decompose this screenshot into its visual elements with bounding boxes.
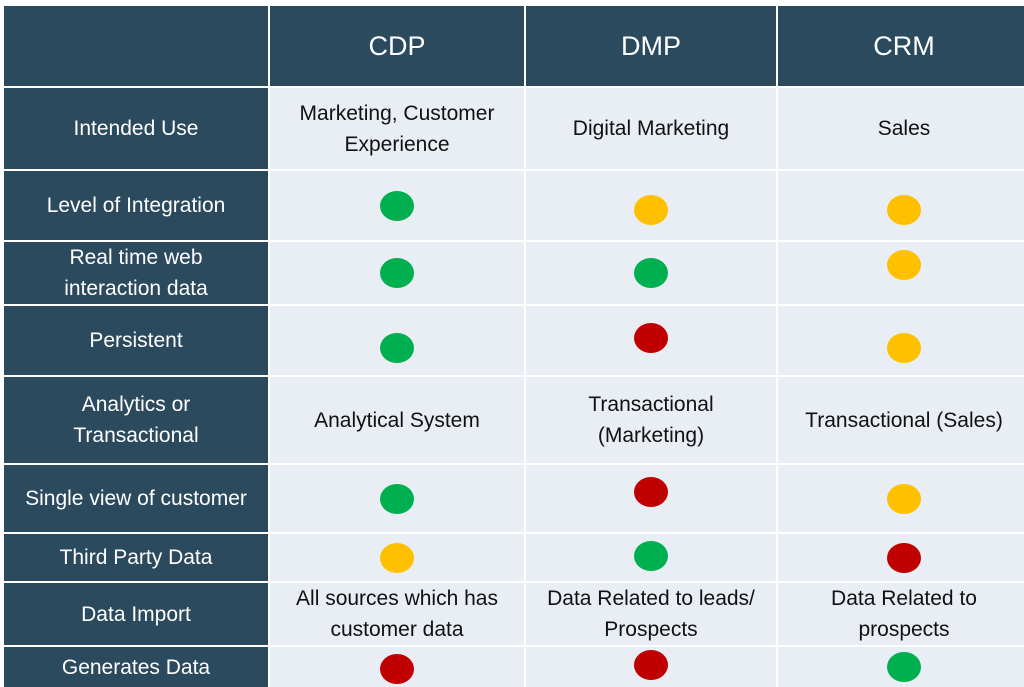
table-cell-crm (778, 171, 1024, 240)
table-cell-dmp (526, 534, 776, 581)
status-green-dot-icon (380, 332, 414, 363)
status-red-dot-icon (634, 322, 668, 353)
status-yellow-dot-icon (887, 250, 921, 280)
status-green-dot-icon (380, 258, 414, 288)
table-cell-crm: Data Related to prospects (778, 583, 1024, 645)
table-cell-dmp: Transactional (Marketing) (526, 377, 776, 463)
table-cell-crm (778, 242, 1024, 304)
status-green-dot-icon (887, 652, 921, 682)
status-yellow-dot-icon (634, 194, 668, 225)
row-label: Analytics or Transactional (4, 377, 268, 463)
status-red-dot-icon (380, 654, 414, 684)
table-cell-dmp (526, 465, 776, 532)
table-cell-cdp (270, 171, 524, 240)
row-label: Real time web interaction data (4, 242, 268, 304)
column-header-dmp: DMP (526, 6, 776, 86)
table-cell-dmp: Data Related to leads/ Prospects (526, 583, 776, 645)
table-cell-crm (778, 465, 1024, 532)
status-yellow-dot-icon (887, 332, 921, 363)
table-cell-cdp (270, 647, 524, 687)
header-corner (4, 6, 268, 86)
status-green-dot-icon (380, 190, 414, 221)
table-cell-dmp: Digital Marketing (526, 88, 776, 169)
column-header-cdp: CDP (270, 6, 524, 86)
table-cell-cdp: Marketing, Customer Experience (270, 88, 524, 169)
row-label: Level of Integration (4, 171, 268, 240)
table-cell-cdp (270, 534, 524, 581)
table-cell-dmp (526, 647, 776, 687)
status-green-dot-icon (634, 258, 668, 288)
status-yellow-dot-icon (380, 542, 414, 573)
table-cell-cdp (270, 306, 524, 375)
table-cell-crm (778, 647, 1024, 687)
table-cell-cdp: Analytical System (270, 377, 524, 463)
status-red-dot-icon (634, 650, 668, 680)
row-label: Single view of customer (4, 465, 268, 532)
table-cell-dmp (526, 171, 776, 240)
table-cell-crm (778, 306, 1024, 375)
status-red-dot-icon (887, 542, 921, 573)
table-cell-cdp (270, 465, 524, 532)
row-label: Generates Data (4, 647, 268, 687)
row-label: Data Import (4, 583, 268, 645)
status-yellow-dot-icon (887, 194, 921, 225)
table-cell-crm: Transactional (Sales) (778, 377, 1024, 463)
table-cell-crm: Sales (778, 88, 1024, 169)
status-yellow-dot-icon (887, 483, 921, 514)
table-cell-cdp: All sources which has customer data (270, 583, 524, 645)
table-cell-crm (778, 534, 1024, 581)
comparison-table: CDP DMP CRM Intended Use Marketing, Custo… (4, 6, 1024, 687)
column-header-crm: CRM (778, 6, 1024, 86)
table-cell-dmp (526, 306, 776, 375)
table-cell-cdp (270, 242, 524, 304)
row-label: Intended Use (4, 88, 268, 169)
table-cell-dmp (526, 242, 776, 304)
status-red-dot-icon (634, 476, 668, 507)
row-label: Persistent (4, 306, 268, 375)
status-green-dot-icon (634, 540, 668, 571)
status-green-dot-icon (380, 483, 414, 514)
row-label: Third Party Data (4, 534, 268, 581)
